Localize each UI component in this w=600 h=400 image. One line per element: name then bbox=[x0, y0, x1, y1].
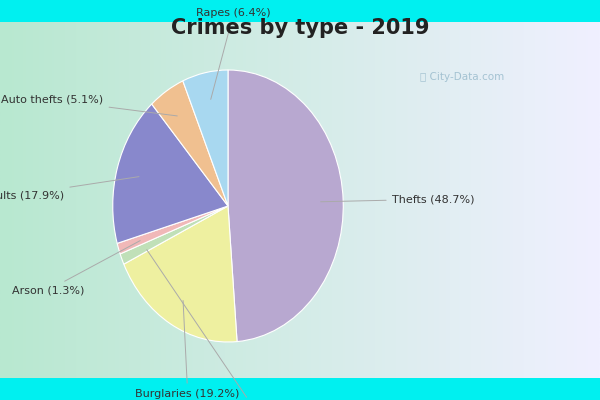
Wedge shape bbox=[228, 70, 343, 342]
Text: Auto thefts (5.1%): Auto thefts (5.1%) bbox=[1, 95, 177, 116]
Text: Burglaries (19.2%): Burglaries (19.2%) bbox=[136, 300, 240, 399]
Text: Crimes by type - 2019: Crimes by type - 2019 bbox=[171, 18, 429, 38]
Text: Assaults (17.9%): Assaults (17.9%) bbox=[0, 177, 139, 200]
Wedge shape bbox=[124, 206, 237, 342]
Text: ⓘ City-Data.com: ⓘ City-Data.com bbox=[420, 72, 504, 82]
Text: Rapes (6.4%): Rapes (6.4%) bbox=[196, 8, 271, 99]
Wedge shape bbox=[183, 70, 228, 206]
Wedge shape bbox=[117, 206, 228, 254]
Wedge shape bbox=[113, 104, 228, 243]
Text: Arson (1.3%): Arson (1.3%) bbox=[11, 241, 140, 295]
Text: Thefts (48.7%): Thefts (48.7%) bbox=[320, 194, 474, 204]
Wedge shape bbox=[152, 81, 228, 206]
Text: Robberies (1.3%): Robberies (1.3%) bbox=[147, 250, 301, 400]
Wedge shape bbox=[120, 206, 228, 264]
